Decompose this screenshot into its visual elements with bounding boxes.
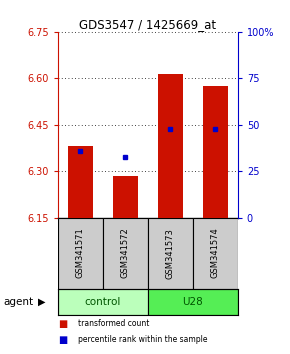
Text: ▶: ▶	[38, 297, 45, 307]
Text: U28: U28	[182, 297, 203, 307]
Text: percentile rank within the sample: percentile rank within the sample	[78, 335, 208, 344]
Bar	[193, 218, 238, 289]
Bar	[68, 147, 93, 218]
Bar	[103, 218, 148, 289]
Bar	[113, 176, 138, 218]
Bar	[158, 74, 183, 218]
Bar	[148, 218, 193, 289]
Bar	[148, 289, 238, 315]
Text: GSM341574: GSM341574	[211, 228, 220, 279]
Text: transformed count: transformed count	[78, 319, 150, 329]
Text: GSM341571: GSM341571	[76, 228, 85, 279]
Bar	[58, 289, 148, 315]
Text: control: control	[85, 297, 121, 307]
Text: GSM341572: GSM341572	[121, 228, 130, 279]
Text: ■: ■	[58, 335, 67, 345]
Bar	[58, 218, 103, 289]
Bar	[203, 86, 228, 218]
Text: agent: agent	[3, 297, 33, 307]
Text: GSM341573: GSM341573	[166, 228, 175, 279]
Text: ■: ■	[58, 319, 67, 329]
Title: GDS3547 / 1425669_at: GDS3547 / 1425669_at	[79, 18, 216, 31]
